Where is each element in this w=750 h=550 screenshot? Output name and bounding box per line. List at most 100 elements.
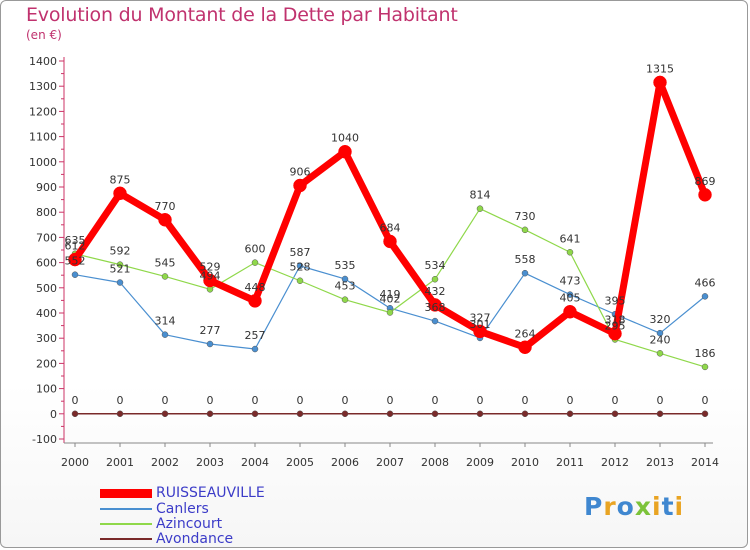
data-label-ruisseauville: 1040 [331,132,359,145]
data-point-canlers [296,262,304,270]
data-label-avondance: 0 [252,394,259,407]
data-point-ruisseauville [383,234,397,249]
data-label-ruisseauville: 448 [245,281,266,294]
data-label-azincourt: 295 [605,319,626,332]
data-label-canlers: 473 [560,275,581,288]
x-tick-label: 2004 [241,456,269,469]
x-tick-label: 2014 [691,456,719,469]
data-label-avondance: 0 [297,394,304,407]
data-point-avondance [431,410,439,418]
data-label-ruisseauville: 684 [380,221,401,234]
data-label-ruisseauville: 405 [560,292,581,305]
data-label-canlers: 558 [515,253,536,266]
data-point-ruisseauville [473,324,487,339]
data-label-avondance: 0 [162,394,169,407]
data-label-avondance: 0 [72,394,79,407]
data-point-avondance [206,410,214,418]
data-label-ruisseauville: 318 [605,314,626,327]
data-label-canlers: 466 [695,276,716,289]
y-tick-label: 1100 [29,131,57,144]
data-label-canlers: 320 [650,313,671,326]
y-tick-label: 900 [36,181,57,194]
data-label-azincourt: 453 [335,280,356,293]
data-label-canlers: 301 [470,318,491,331]
data-label-azincourt: 814 [470,189,491,202]
data-label-azincourt: 730 [515,210,536,223]
data-point-ruisseauville [653,75,667,90]
data-point-avondance [701,410,709,418]
data-point-canlers [701,293,709,300]
data-point-azincourt [521,226,529,234]
data-point-canlers [161,331,169,338]
data-label-canlers: 257 [245,329,266,342]
data-point-ruisseauville [293,178,307,193]
data-point-avondance [296,410,304,418]
data-point-canlers [341,275,349,283]
data-point-avondance [656,410,664,418]
data-label-canlers: 419 [380,288,401,301]
data-point-ruisseauville [563,304,577,319]
x-tick-label: 2012 [601,456,629,469]
data-label-avondance: 0 [477,394,484,407]
data-point-ruisseauville [68,252,82,267]
data-label-avondance: 0 [117,394,124,407]
legend-swatch [100,523,152,525]
x-tick-label: 2007 [376,456,404,469]
y-tick-label: 800 [36,206,57,219]
data-label-canlers: 395 [605,294,626,307]
x-tick-label: 2011 [556,456,584,469]
data-point-avondance [476,410,484,418]
data-point-canlers [521,269,529,277]
data-label-avondance: 0 [567,394,574,407]
data-point-canlers [656,329,664,337]
data-label-ruisseauville: 875 [110,173,131,186]
chart-subtitle: (en €) [26,28,62,42]
data-point-avondance [161,410,169,418]
data-label-ruisseauville: 327 [470,311,491,324]
data-label-azincourt: 528 [290,261,311,274]
y-tick-label: 100 [36,383,57,396]
data-label-avondance: 0 [522,394,529,407]
data-point-azincourt [431,275,439,283]
data-point-azincourt [656,350,664,357]
data-label-azincourt: 545 [155,256,176,269]
legend-label: Canlers [156,501,209,517]
legend-label: Avondance [156,531,234,547]
y-tick-label: -100 [32,433,57,446]
data-point-ruisseauville [518,340,532,355]
data-label-ruisseauville: 612 [65,240,86,253]
data-label-ruisseauville: 869 [695,175,716,188]
data-point-canlers [71,271,79,278]
data-point-azincourt [116,261,124,268]
y-tick-label: 1200 [29,105,57,118]
data-point-azincourt [386,309,394,316]
data-point-azincourt [161,273,169,280]
data-point-azincourt [701,363,709,371]
data-label-ruisseauville: 906 [290,165,311,178]
x-tick-label: 2003 [196,456,224,469]
y-tick-label: 300 [36,332,57,345]
data-point-ruisseauville [248,294,262,308]
x-tick-label: 2013 [646,456,674,469]
data-point-canlers [251,345,259,353]
data-point-azincourt [566,249,574,256]
data-label-azincourt: 635 [65,234,86,247]
x-tick-label: 2010 [511,456,539,469]
data-label-ruisseauville: 529 [200,260,221,273]
data-label-canlers: 314 [155,315,176,328]
data-label-azincourt: 641 [560,232,581,245]
legend-label: Azincourt [156,516,223,532]
data-label-azincourt: 240 [650,333,671,346]
data-label-avondance: 0 [612,394,619,407]
proxiti-logo: Proxiti [584,492,685,521]
y-tick-label: 1400 [29,55,57,68]
x-tick-label: 2009 [466,456,494,469]
data-label-azincourt: 592 [110,245,131,258]
data-point-azincourt [341,296,349,303]
y-tick-label: 0 [50,408,57,421]
x-tick-label: 2000 [61,456,89,469]
x-tick-label: 2008 [421,456,449,469]
data-point-avondance [521,410,529,418]
data-point-avondance [611,410,619,418]
